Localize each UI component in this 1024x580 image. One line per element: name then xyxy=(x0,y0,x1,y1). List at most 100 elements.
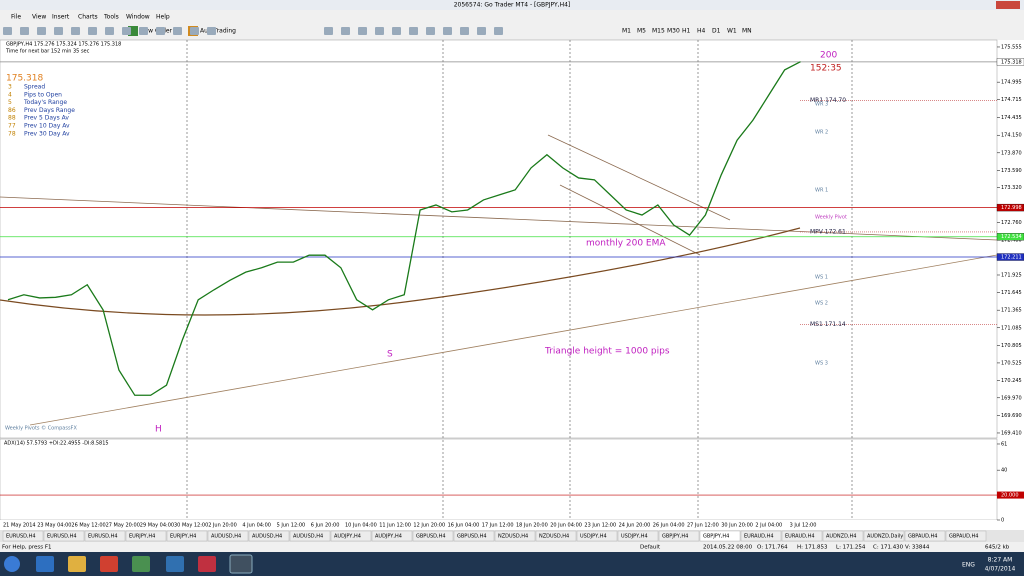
chart-tab-label[interactable]: GBPAUD,H4 xyxy=(908,534,937,540)
taskbar-icon[interactable] xyxy=(36,556,54,572)
chart-tab[interactable] xyxy=(945,530,987,542)
chart-tab-label[interactable]: USDJPY,H4 xyxy=(580,534,607,540)
chart-tab[interactable] xyxy=(84,530,126,542)
toolbar-label[interactable]: AutoTrading xyxy=(200,28,236,35)
chart-tab[interactable] xyxy=(904,530,946,542)
toolbar-icon[interactable] xyxy=(190,27,199,35)
chart-tab-label[interactable]: GBPUSD,H4 xyxy=(416,534,446,540)
toolbar-icon[interactable] xyxy=(358,27,367,35)
timeframe-button[interactable]: D1 xyxy=(712,28,721,35)
chart-tab[interactable] xyxy=(412,530,454,542)
toolbar-icon[interactable] xyxy=(88,27,97,35)
chart-tab[interactable] xyxy=(699,530,741,542)
chart-tab[interactable] xyxy=(43,530,85,542)
menu-item[interactable]: Insert xyxy=(52,14,70,21)
chart-tab-label[interactable]: AUDUSD,H4 xyxy=(293,534,323,540)
taskbar-icon[interactable] xyxy=(68,556,86,572)
chart-tab[interactable] xyxy=(535,530,577,542)
chart-tab[interactable] xyxy=(2,530,44,542)
chart-tab-label[interactable]: EURJPY,H4 xyxy=(129,534,155,540)
toolbar-icon[interactable] xyxy=(105,27,114,35)
chart-tab[interactable] xyxy=(125,530,167,542)
chart-tab[interactable] xyxy=(740,530,782,542)
taskbar-icon[interactable] xyxy=(100,556,118,572)
toolbar-icon[interactable] xyxy=(392,27,401,35)
timeframe-button[interactable]: M5 xyxy=(637,28,646,35)
chart-tab-label[interactable]: GBPUSD,H4 xyxy=(457,534,487,540)
timeframe-button[interactable]: MN xyxy=(742,28,752,35)
chart-tab-label[interactable]: NZDUSD,H4 xyxy=(498,534,528,540)
toolbar-icon[interactable] xyxy=(426,27,435,35)
chart-tab-label[interactable]: AUDJPY,H4 xyxy=(334,534,361,540)
chart-tab[interactable] xyxy=(576,530,618,542)
toolbar-icon[interactable] xyxy=(409,27,418,35)
chart-tab[interactable] xyxy=(207,530,249,542)
menu-item[interactable]: View xyxy=(32,14,46,21)
chart-tab-label[interactable]: GBPJPY,H4 xyxy=(703,534,729,540)
chart-tab-label[interactable]: EURUSD,H4 xyxy=(47,534,77,540)
toolbar-icon[interactable] xyxy=(37,27,46,35)
menu-item[interactable]: Tools xyxy=(103,14,119,21)
chart-tab-label[interactable]: AUDJPY,H4 xyxy=(375,534,402,540)
chart-tab[interactable] xyxy=(822,530,864,542)
chart-tab-label[interactable]: EURAUD,H4 xyxy=(744,534,774,540)
chart-tab-label[interactable]: NZDUSD,H4 xyxy=(539,534,569,540)
toolbar-icon[interactable] xyxy=(341,27,350,35)
chart-tab[interactable] xyxy=(494,530,536,542)
chart-tab[interactable] xyxy=(166,530,208,542)
chart-tab-label[interactable]: EURUSD,H4 xyxy=(6,534,36,540)
menu-item[interactable]: Charts xyxy=(78,14,98,21)
taskbar-icon[interactable] xyxy=(132,556,150,572)
chart-tab[interactable] xyxy=(658,530,700,542)
chart-tab-label[interactable]: AUDUSD,H4 xyxy=(252,534,282,540)
chart-tab-label[interactable]: EURAUD,H4 xyxy=(785,534,815,540)
timeframe-button[interactable]: M30 xyxy=(667,28,680,35)
chart-tab-label[interactable]: AUDUSD,H4 xyxy=(211,534,241,540)
chart-tab-label[interactable]: USDJPY,H4 xyxy=(621,534,648,540)
toolbar-icon[interactable] xyxy=(54,27,63,35)
chart-tab[interactable] xyxy=(781,530,823,542)
toolbar-icon[interactable] xyxy=(460,27,469,35)
timeframe-button[interactable]: W1 xyxy=(727,28,737,35)
toolbar-icon[interactable] xyxy=(443,27,452,35)
close-button[interactable] xyxy=(996,1,1020,9)
toolbar-icon[interactable] xyxy=(122,27,131,35)
chart-tab[interactable] xyxy=(617,530,659,542)
start-button[interactable] xyxy=(4,556,20,572)
toolbar-icon[interactable] xyxy=(494,27,503,35)
menu-item[interactable]: Help xyxy=(156,14,170,21)
chart-tab-label[interactable]: EURUSD,H4 xyxy=(88,534,118,540)
chart-tab-label[interactable]: AUDNZD,Daily xyxy=(867,534,903,540)
taskbar-icon[interactable] xyxy=(229,554,253,574)
chart-tab-label[interactable]: EURJPY,H4 xyxy=(170,534,196,540)
chart-tab[interactable] xyxy=(863,530,905,542)
toolbar-icon[interactable] xyxy=(156,27,165,35)
timeframe-button[interactable]: H4 xyxy=(697,28,706,35)
chart-tab[interactable] xyxy=(330,530,372,542)
chart-tab-label[interactable]: GBPJPY,H4 xyxy=(662,534,688,540)
toolbar-button[interactable] xyxy=(128,26,138,36)
toolbar-icon[interactable] xyxy=(139,27,148,35)
taskbar-icon[interactable] xyxy=(198,556,216,572)
timeframe-button[interactable]: M1 xyxy=(622,28,631,35)
toolbar-icon[interactable] xyxy=(173,27,182,35)
chart-tab[interactable] xyxy=(453,530,495,542)
timeframe-button[interactable]: M15 xyxy=(652,28,665,35)
toolbar-icon[interactable] xyxy=(71,27,80,35)
toolbar-icon[interactable] xyxy=(3,27,12,35)
toolbar-icon[interactable] xyxy=(207,27,216,35)
toolbar-icon[interactable] xyxy=(20,27,29,35)
chart-tab-label[interactable]: AUDNZD,H4 xyxy=(826,534,856,540)
chart-tab[interactable] xyxy=(248,530,290,542)
toolbar-icon[interactable] xyxy=(477,27,486,35)
toolbar-icon[interactable] xyxy=(324,27,333,35)
taskbar-icon[interactable] xyxy=(166,556,184,572)
menu-item[interactable]: Window xyxy=(126,14,150,21)
info-number: 77 xyxy=(8,123,16,130)
chart-tab[interactable] xyxy=(371,530,413,542)
chart-tab[interactable] xyxy=(289,530,331,542)
timeframe-button[interactable]: H1 xyxy=(682,28,691,35)
menu-item[interactable]: File xyxy=(11,14,21,21)
toolbar-icon[interactable] xyxy=(375,27,384,35)
chart-tab-label[interactable]: GBPAUD,H4 xyxy=(949,534,978,540)
